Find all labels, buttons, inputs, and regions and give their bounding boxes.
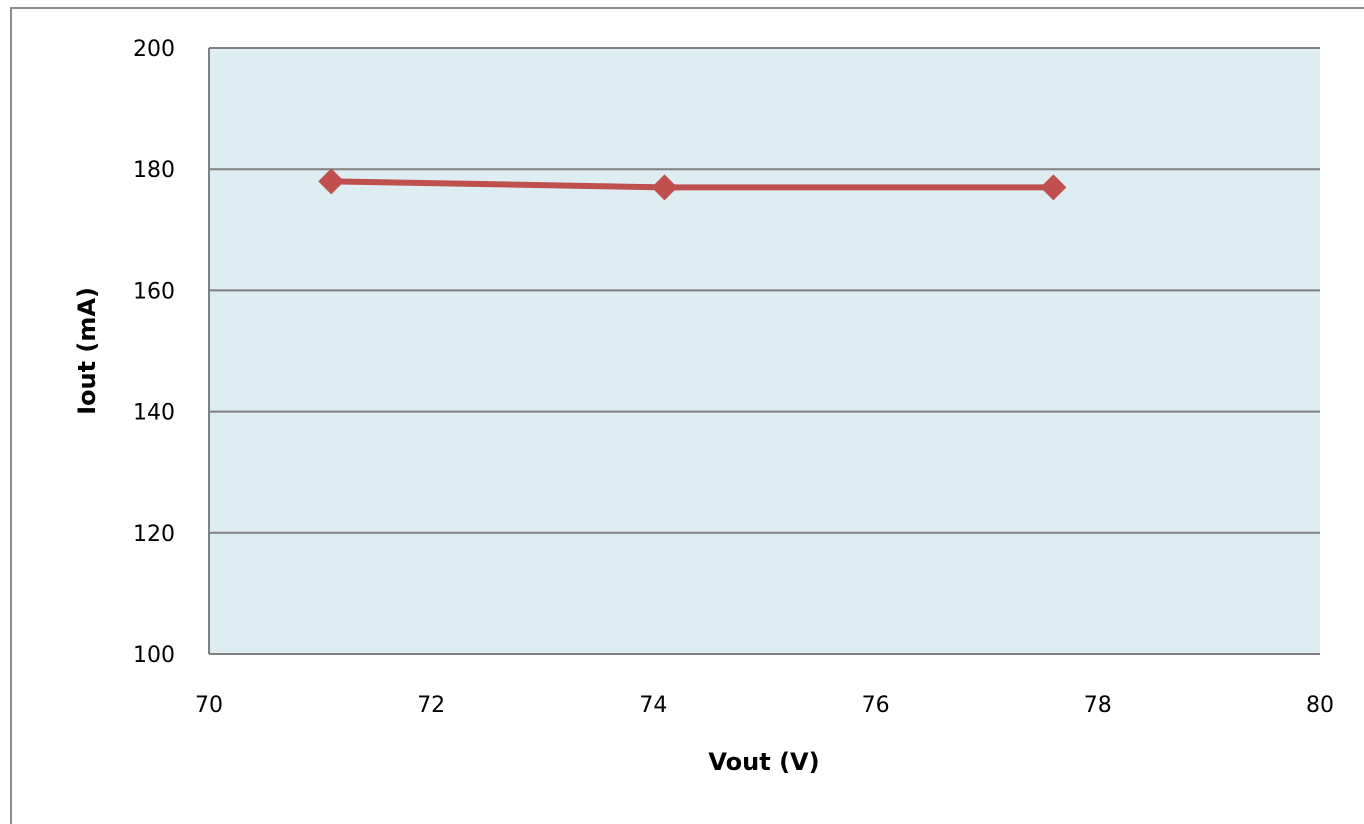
y-tick-label: 200	[133, 37, 175, 62]
x-tick-label: 72	[417, 693, 445, 718]
y-tick-label: 120	[133, 522, 175, 547]
series-layer	[318, 168, 1067, 201]
grid-lines	[209, 47, 1320, 534]
x-tick-labels: 70 72 74 76 78 80	[195, 693, 1334, 718]
x-tick-label: 76	[862, 693, 890, 718]
y-tick-label: 160	[133, 279, 175, 304]
y-tick-label: 140	[133, 401, 175, 426]
x-tick-label: 80	[1306, 693, 1334, 718]
y-tick-labels: 100 120 140 160 180 200	[133, 37, 175, 668]
plot-area	[209, 48, 1320, 654]
x-tick-label: 70	[195, 693, 223, 718]
x-tick-label: 78	[1084, 693, 1112, 718]
x-tick-label: 74	[639, 693, 667, 718]
data-point-marker	[318, 168, 345, 195]
y-tick-label: 100	[133, 643, 175, 668]
data-point-marker	[1040, 174, 1067, 201]
y-tick-label: 180	[133, 158, 175, 183]
y-axis-title: Iout (mA)	[73, 287, 101, 415]
data-point-marker	[651, 174, 678, 201]
x-axis-title: Vout (V)	[708, 748, 819, 776]
